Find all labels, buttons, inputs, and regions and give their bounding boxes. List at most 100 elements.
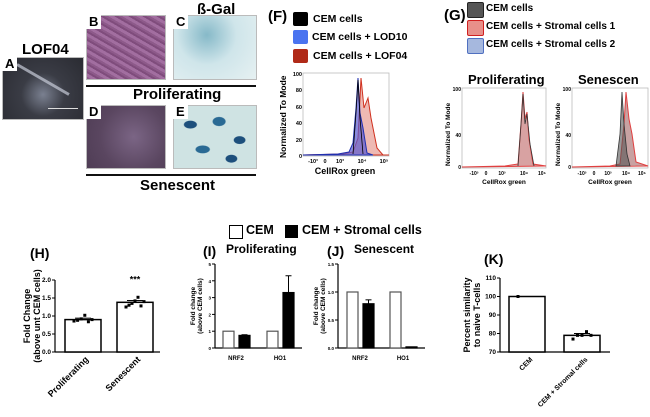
x-tick: 10⁴ xyxy=(520,171,529,177)
x-tick: 10⁴ xyxy=(622,171,631,177)
x-tick: -10³ xyxy=(578,171,587,177)
category-label: HO1 xyxy=(397,356,410,362)
legend-label-cem-stromal: CEM + Stromal cells xyxy=(302,223,422,237)
data-point xyxy=(136,295,140,299)
data-point xyxy=(127,303,131,307)
histogram-f: 0 20 40 60 80 100 -10³ 0 10³ 10⁴ 10⁵ Cel… xyxy=(278,72,390,176)
y-axis-label: Fold Change xyxy=(22,289,32,344)
y-tick: 0 xyxy=(458,165,461,171)
y-tick-label: 100 xyxy=(485,294,496,301)
x-tick: 10³ xyxy=(604,171,612,177)
x-tick: 0 xyxy=(323,159,326,165)
x-tick: 10³ xyxy=(498,171,506,177)
bar-cem-stromal-cells xyxy=(563,334,601,353)
data-point xyxy=(90,318,94,322)
bar-nrf2-stromal xyxy=(238,334,251,349)
y-tick: 0 xyxy=(299,154,302,160)
micrograph-e xyxy=(173,105,257,169)
legend-swatch-stromal-1 xyxy=(467,20,484,36)
data-point xyxy=(72,319,76,323)
panel-a-letter: A xyxy=(2,57,18,71)
category-label: CEM + Stromal cells xyxy=(537,356,589,408)
x-tick: 10⁵ xyxy=(380,159,389,165)
y-tick-label: 5 xyxy=(208,262,211,267)
y-tick-label: 1.5 xyxy=(328,262,335,267)
legend-swatch-filled xyxy=(285,225,298,238)
category-label: NRF2 xyxy=(228,356,244,362)
legend-label: CEM cells xyxy=(313,13,363,25)
legend-swatch-stromal-2 xyxy=(467,38,484,54)
category-label: Senescent xyxy=(104,354,143,393)
y-axis-label: (above unt CEM cells) xyxy=(32,269,42,363)
x-axis-label: CellRox green xyxy=(588,179,632,186)
y-tick-label: 0.5 xyxy=(328,318,335,323)
divider-line xyxy=(86,85,256,87)
data-point xyxy=(130,301,134,305)
bar-ho1-stromal xyxy=(282,291,295,349)
category-label: Proliferating xyxy=(46,354,91,399)
y-tick-label: 0.0 xyxy=(328,346,335,351)
plot-frame xyxy=(302,72,390,157)
data-point xyxy=(580,333,584,337)
y-tick-label: 80 xyxy=(489,331,497,338)
x-axis-label: CellRox green xyxy=(482,179,526,186)
panel-g-letter: (G) xyxy=(444,7,466,24)
y-axis-label: Fold change xyxy=(190,286,197,325)
y-axis-label: (above CEM cells) xyxy=(320,278,327,334)
proliferating-label: Proliferating xyxy=(133,86,222,103)
y-axis-label: (above CEM cells) xyxy=(197,278,204,334)
panel-letter-H: (H) xyxy=(30,245,49,261)
y-tick-label: 1.5 xyxy=(42,295,51,302)
legend-label: CEM cells + Stromal cells 2 xyxy=(486,39,616,50)
data-point xyxy=(589,333,593,337)
y-axis-label: to naive T-cells xyxy=(472,283,482,348)
chart-title-I: Proliferating xyxy=(226,242,297,256)
significance-marker: *** xyxy=(130,274,141,284)
f-yticks: 0 20 40 60 80 100 xyxy=(293,72,302,160)
panel-d-letter: D xyxy=(86,105,102,119)
g-plot-title-proliferating: Proliferating xyxy=(468,72,545,87)
y-tick-label: 1.0 xyxy=(42,313,51,320)
data-point xyxy=(86,320,90,324)
data-point xyxy=(79,317,83,321)
x-tick: -10³ xyxy=(470,171,479,177)
bar-proliferating xyxy=(64,318,102,353)
legend-label: CEM cells xyxy=(486,3,534,14)
x-tick: 10⁵ xyxy=(538,171,547,177)
bar-senescent xyxy=(116,301,154,353)
y-tick-label: 4 xyxy=(208,279,211,284)
legend-swatch-cem xyxy=(293,12,308,26)
y-tick-label: 2 xyxy=(208,312,211,317)
panel-f-letter: (F) xyxy=(268,8,288,25)
data-point xyxy=(576,333,579,337)
y-tick: 60 xyxy=(296,105,302,111)
chart-title-J: Senescent xyxy=(354,242,414,256)
bar-nrf2-cem xyxy=(346,291,359,349)
y-tick: 80 xyxy=(296,88,302,94)
x-tick: 10⁵ xyxy=(638,171,647,177)
y-tick: 40 xyxy=(296,121,302,127)
category-label: HO1 xyxy=(274,356,287,362)
panel-c-letter: C xyxy=(173,15,189,29)
y-tick-label: 90 xyxy=(489,312,497,319)
y-tick-label: 110 xyxy=(486,275,497,282)
panel-letter-J: (J) xyxy=(327,243,344,259)
y-tick: 100 xyxy=(563,87,572,93)
bar-ho1-cem xyxy=(266,330,279,349)
legend-label: CEM cells + LOF04 xyxy=(313,50,408,62)
g-plot-title-senescent: Senescen xyxy=(578,72,639,87)
y-tick-label: 1.0 xyxy=(328,290,335,295)
data-point xyxy=(124,305,128,309)
y-tick-label: 0.0 xyxy=(42,349,51,356)
y-tick: 0 xyxy=(568,165,571,171)
y-tick: 20 xyxy=(296,138,302,144)
bar-nrf2-cem xyxy=(222,330,235,349)
histogram-black xyxy=(352,79,364,155)
y-axis-label: Percent similarity xyxy=(462,277,472,352)
y-tick: 100 xyxy=(453,87,462,93)
category-label: NRF2 xyxy=(352,356,368,362)
y-tick-label: 3 xyxy=(208,296,211,301)
y-tick: 100 xyxy=(293,72,302,78)
category-label: CEM xyxy=(518,356,534,372)
y-tick: 40 xyxy=(455,133,461,139)
